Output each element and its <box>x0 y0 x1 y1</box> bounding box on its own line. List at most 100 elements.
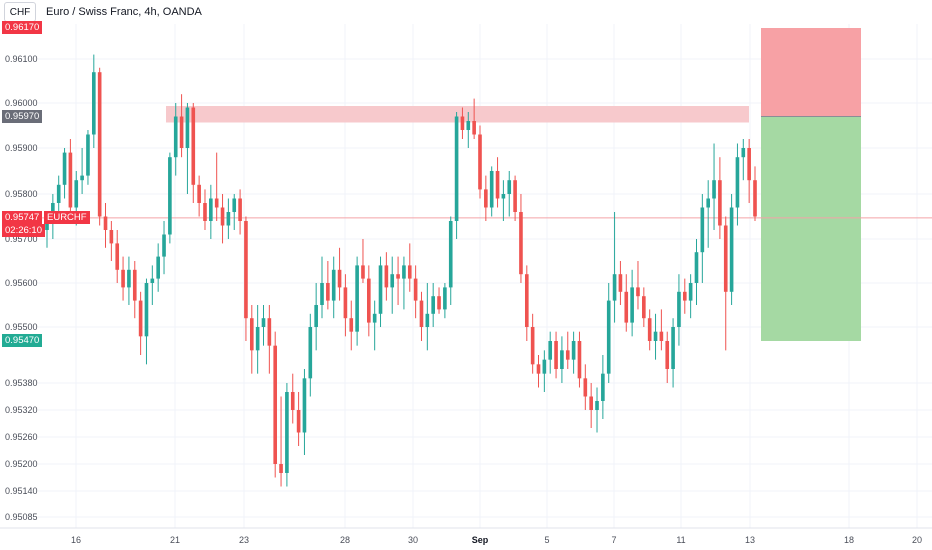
candle-body <box>700 207 705 253</box>
candle-body <box>396 274 400 279</box>
y-tick-label: 0.96100 <box>5 54 38 64</box>
resistance-zone <box>166 106 749 123</box>
candle-body <box>285 392 289 473</box>
candle-body <box>677 291 681 327</box>
candle-body <box>115 243 120 270</box>
candle-body <box>162 234 166 257</box>
candle-body <box>308 327 313 379</box>
candle-body <box>337 269 342 288</box>
candle-body <box>694 252 699 283</box>
candle-body <box>747 148 751 181</box>
candle-body <box>121 269 125 288</box>
candle-body <box>68 152 73 208</box>
candle-body <box>267 318 272 346</box>
countdown-badge: 02:26:10 <box>2 223 45 237</box>
candle-body <box>472 121 476 135</box>
candle-body <box>753 180 757 217</box>
candle-body <box>560 350 564 369</box>
x-tick-label: Sep <box>472 535 489 545</box>
candle-body <box>255 327 260 351</box>
candle-body <box>735 157 740 208</box>
current-price-badge: 0.95747 <box>2 210 43 224</box>
candle-body <box>249 318 254 351</box>
support-price-badge: 0.95470 <box>2 334 43 347</box>
candle-body <box>103 216 108 230</box>
candle-body <box>665 341 670 369</box>
candle-body <box>302 378 307 433</box>
candle-body <box>156 256 160 279</box>
candle-body <box>150 278 155 283</box>
candle-body <box>460 116 465 130</box>
candle-body <box>706 198 711 208</box>
grid <box>38 24 932 528</box>
candle-body <box>495 171 500 199</box>
candle-body <box>279 464 283 473</box>
top-price-badge: 0.96170 <box>2 21 43 34</box>
chart-header: CHF Euro / Swiss Franc, 4h, OANDA <box>0 0 202 24</box>
currency-selector[interactable]: CHF <box>4 2 36 22</box>
candle-body <box>513 180 517 212</box>
x-tick-label: 16 <box>71 535 81 545</box>
candle-body <box>443 287 447 310</box>
candle-body <box>185 107 190 148</box>
candle-body <box>372 313 377 323</box>
candle-body <box>367 278 371 323</box>
candle-body <box>688 283 693 301</box>
candle-body <box>220 207 225 226</box>
y-tick-label: 0.95700 <box>5 234 38 244</box>
chart-title: Euro / Swiss Franc, 4h, OANDA <box>46 6 202 18</box>
candle-body <box>554 341 558 369</box>
candle-body <box>729 207 734 292</box>
candle-body <box>402 265 406 279</box>
candle-body <box>232 198 237 212</box>
y-tick-label: 0.95500 <box>5 322 38 332</box>
candle-body <box>86 134 90 176</box>
candle-body <box>56 184 61 203</box>
y-tick-label: 0.95900 <box>5 143 38 153</box>
candle-body <box>413 278 418 301</box>
x-tick-label: 11 <box>676 535 685 545</box>
candle-body <box>642 296 646 319</box>
candle-body <box>478 134 482 190</box>
candle-body <box>630 287 634 323</box>
candle-body <box>454 116 459 221</box>
candle-body <box>601 373 605 401</box>
zones <box>38 28 932 341</box>
candle-body <box>583 378 588 397</box>
candle-body <box>138 300 143 337</box>
candle-body <box>197 184 201 203</box>
symbol-badge: EURCHF <box>44 210 90 224</box>
axis: 0.96100 0.96000 0.95900 0.95800 0.95700 0.956… <box>0 54 932 545</box>
candle-body <box>519 212 523 275</box>
candle-body <box>712 180 716 199</box>
candle-body <box>589 396 593 410</box>
candle-body <box>355 265 359 332</box>
candle-body <box>261 318 266 327</box>
candle-body <box>542 359 547 374</box>
y-tick-label: 0.95140 <box>5 486 38 496</box>
y-tick-label: 0.96000 <box>5 98 38 108</box>
candle-body <box>390 274 395 288</box>
x-tick-label: 20 <box>912 535 922 545</box>
y-tick-label: 0.95380 <box>5 378 38 388</box>
y-tick-label: 0.95260 <box>5 432 38 442</box>
candle-body <box>238 198 242 221</box>
candle-body <box>314 305 318 327</box>
candle-body <box>595 401 599 410</box>
candle-body <box>577 341 582 379</box>
candle-body <box>636 287 640 297</box>
candle-body <box>431 296 435 314</box>
y-tick-label: 0.95085 <box>5 512 38 522</box>
candle-body <box>378 265 383 314</box>
candle-body <box>127 269 131 288</box>
candle-body <box>326 283 330 301</box>
candle-body <box>419 300 424 327</box>
candle-body <box>290 392 295 410</box>
candle-body <box>343 287 348 319</box>
candle-body <box>179 116 184 148</box>
y-tick-label: 0.95200 <box>5 459 38 469</box>
candle-body <box>718 180 722 226</box>
candle-body <box>203 203 207 221</box>
candle-body <box>296 410 301 433</box>
